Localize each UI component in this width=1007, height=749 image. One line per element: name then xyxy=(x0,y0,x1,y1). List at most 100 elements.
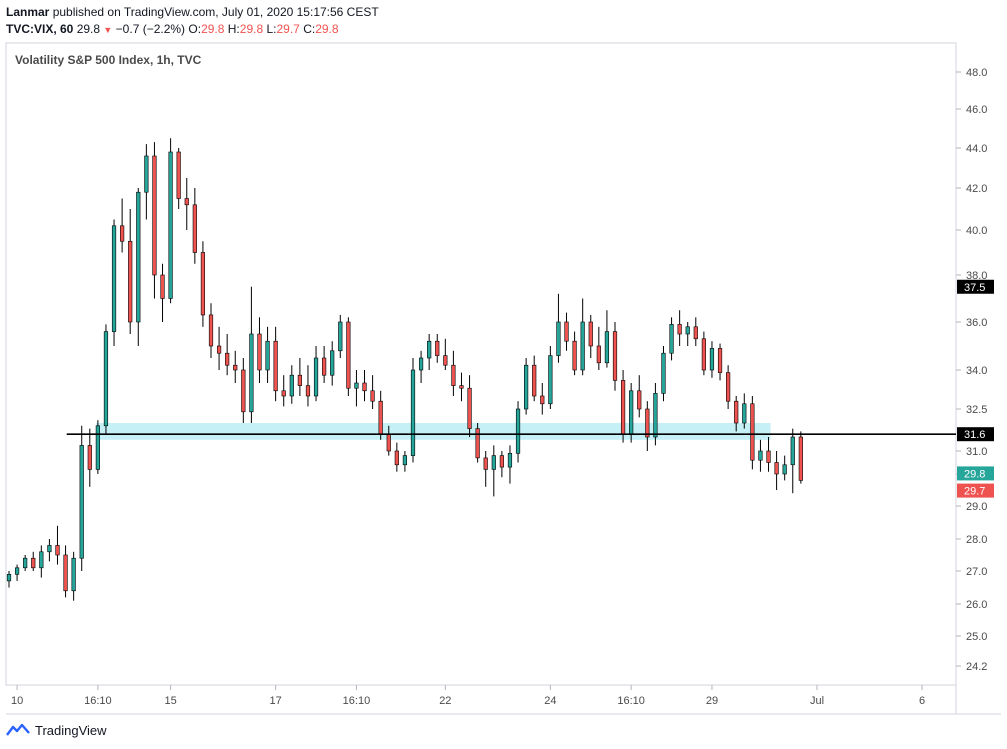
y-tick-label: 40.0 xyxy=(966,225,987,237)
candle xyxy=(39,545,44,578)
plot-area-border xyxy=(5,42,957,686)
candle-body xyxy=(79,445,84,559)
candle xyxy=(782,455,787,481)
candle xyxy=(717,343,723,381)
candle xyxy=(427,334,432,370)
candle-body xyxy=(47,545,52,553)
candle-body xyxy=(354,382,359,389)
symbol-label[interactable]: TVC:VIX, 60 xyxy=(6,22,74,36)
candle xyxy=(790,428,795,494)
candle-body xyxy=(515,408,521,454)
candle xyxy=(160,263,165,322)
candle xyxy=(701,331,706,376)
candle-body xyxy=(265,340,270,371)
candle xyxy=(144,144,149,220)
candle xyxy=(596,326,601,370)
candle-body xyxy=(427,340,432,359)
price-label-bg xyxy=(957,427,994,442)
tradingview-brand[interactable]: TradingView xyxy=(6,722,107,738)
candle-body xyxy=(370,390,375,402)
candle xyxy=(467,375,472,437)
candle-body xyxy=(305,385,311,397)
candle-body xyxy=(467,387,472,429)
candle-body xyxy=(87,445,92,470)
candle-body xyxy=(701,338,706,371)
x-tick-label: 24 xyxy=(544,695,556,707)
price-label-bg xyxy=(957,466,994,481)
author-name[interactable]: Lanmar xyxy=(6,5,50,19)
candle-body xyxy=(200,252,206,316)
candle-body xyxy=(394,450,399,466)
candle-body xyxy=(23,557,28,569)
x-tick-label: Jul xyxy=(810,695,824,707)
candle xyxy=(451,350,456,396)
candle-body xyxy=(233,364,238,371)
candle-body xyxy=(499,455,504,468)
candle xyxy=(14,564,20,581)
candle-body xyxy=(362,382,367,392)
candle xyxy=(47,539,52,562)
candle-body xyxy=(459,385,464,389)
candle-body xyxy=(249,333,254,413)
candle-body xyxy=(556,321,561,356)
candle xyxy=(120,198,125,253)
candle-body xyxy=(128,240,133,323)
candle xyxy=(257,317,262,383)
candle xyxy=(394,442,399,472)
axis-price-label: 29.7 xyxy=(957,483,994,498)
candle xyxy=(564,312,569,351)
candle-body xyxy=(612,331,618,381)
candle-body xyxy=(742,403,747,424)
published-text: published on TradingView.com, July 01, 2… xyxy=(49,5,379,19)
candle-body xyxy=(111,225,117,332)
candle-body xyxy=(257,333,262,371)
candle xyxy=(798,431,803,484)
candle xyxy=(23,555,28,571)
candle-body xyxy=(225,352,230,366)
brand-name: TradingView xyxy=(35,722,107,738)
y-tick-label: 29.0 xyxy=(966,501,987,513)
candle xyxy=(580,298,585,376)
candle xyxy=(475,423,480,463)
candle-body xyxy=(410,369,416,456)
candle-body xyxy=(774,462,779,475)
candle-body xyxy=(717,348,723,373)
candle-body xyxy=(483,457,488,470)
candle-body xyxy=(297,374,302,386)
candle xyxy=(273,326,278,402)
down-arrow-icon: ▼ xyxy=(103,25,113,35)
candle-body xyxy=(160,274,165,299)
candle xyxy=(63,545,68,598)
candle xyxy=(354,370,359,407)
candle-body xyxy=(289,374,294,397)
candle xyxy=(548,346,553,409)
candle xyxy=(709,341,715,378)
candle xyxy=(216,326,222,370)
candle xyxy=(677,310,682,346)
candle-body xyxy=(564,321,569,342)
candle-body xyxy=(669,324,674,354)
candle xyxy=(79,425,84,571)
candle-body xyxy=(758,450,763,461)
candle-body xyxy=(120,225,125,242)
candle xyxy=(742,393,747,429)
candle xyxy=(524,358,529,415)
candle-body xyxy=(572,340,577,371)
candle xyxy=(418,350,424,383)
candle-body xyxy=(322,357,327,376)
candle-body xyxy=(95,425,100,470)
candle xyxy=(515,401,521,463)
candle xyxy=(499,451,504,478)
candle-body xyxy=(281,390,286,397)
candle-body xyxy=(378,400,383,435)
candle xyxy=(750,396,755,470)
y-tick-label: 28.0 xyxy=(966,534,987,546)
candle-body xyxy=(71,557,76,592)
candle xyxy=(483,451,488,487)
candle xyxy=(31,551,36,571)
axis-price-label: 31.6 xyxy=(957,427,994,442)
candle-body xyxy=(734,400,739,424)
close-label: C: xyxy=(303,22,316,36)
candle xyxy=(637,375,642,418)
